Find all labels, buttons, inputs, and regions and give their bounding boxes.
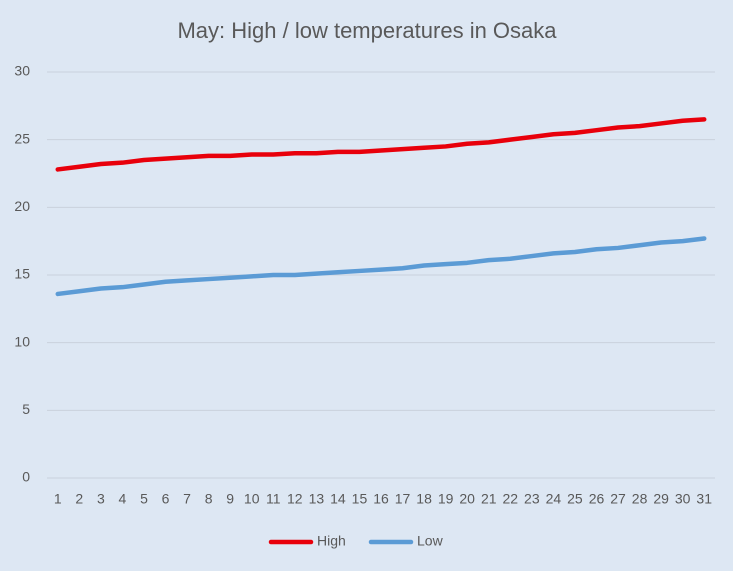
series-line <box>55 236 707 297</box>
x-tick-label: 27 <box>610 491 626 507</box>
x-tick-label: 23 <box>524 491 540 507</box>
x-tick-label: 24 <box>546 491 562 507</box>
x-tick-label: 25 <box>567 491 583 507</box>
y-tick-label: 20 <box>14 198 30 214</box>
x-tick-label: 7 <box>183 491 191 507</box>
y-tick-label: 5 <box>22 401 30 417</box>
x-tick-label: 8 <box>205 491 213 507</box>
x-tick-label: 18 <box>416 491 432 507</box>
x-tick-label: 15 <box>352 491 368 507</box>
x-tick-label: 28 <box>632 491 648 507</box>
series-line <box>55 117 707 172</box>
x-tick-label: 1 <box>54 491 62 507</box>
legend-label: High <box>317 533 346 549</box>
x-tick-label: 21 <box>481 491 497 507</box>
x-tick-label: 2 <box>75 491 83 507</box>
x-tick-label: 30 <box>675 491 691 507</box>
x-tick-label: 14 <box>330 491 346 507</box>
chart-title: May: High / low temperatures in Osaka <box>177 18 557 43</box>
y-tick-label: 30 <box>14 63 30 79</box>
x-tick-label: 13 <box>309 491 325 507</box>
x-tick-label: 17 <box>395 491 411 507</box>
x-tick-label: 26 <box>589 491 605 507</box>
x-tick-label: 11 <box>266 491 281 507</box>
x-tick-label: 31 <box>696 491 712 507</box>
y-tick-label: 0 <box>22 469 30 485</box>
x-tick-label: 12 <box>287 491 303 507</box>
x-tick-label: 10 <box>244 491 260 507</box>
x-tick-label: 19 <box>438 491 454 507</box>
x-tick-label: 4 <box>119 491 127 507</box>
y-tick-label: 15 <box>14 266 30 282</box>
x-tick-label: 5 <box>140 491 148 507</box>
x-tick-label: 16 <box>373 491 389 507</box>
y-tick-label: 25 <box>14 130 30 146</box>
x-tick-label: 3 <box>97 491 105 507</box>
x-tick-label: 29 <box>653 491 669 507</box>
x-tick-label: 6 <box>162 491 170 507</box>
x-tick-label: 20 <box>459 491 475 507</box>
x-tick-label: 9 <box>226 491 234 507</box>
y-tick-label: 10 <box>14 333 30 349</box>
legend-label: Low <box>417 533 444 549</box>
x-tick-label: 22 <box>503 491 519 507</box>
